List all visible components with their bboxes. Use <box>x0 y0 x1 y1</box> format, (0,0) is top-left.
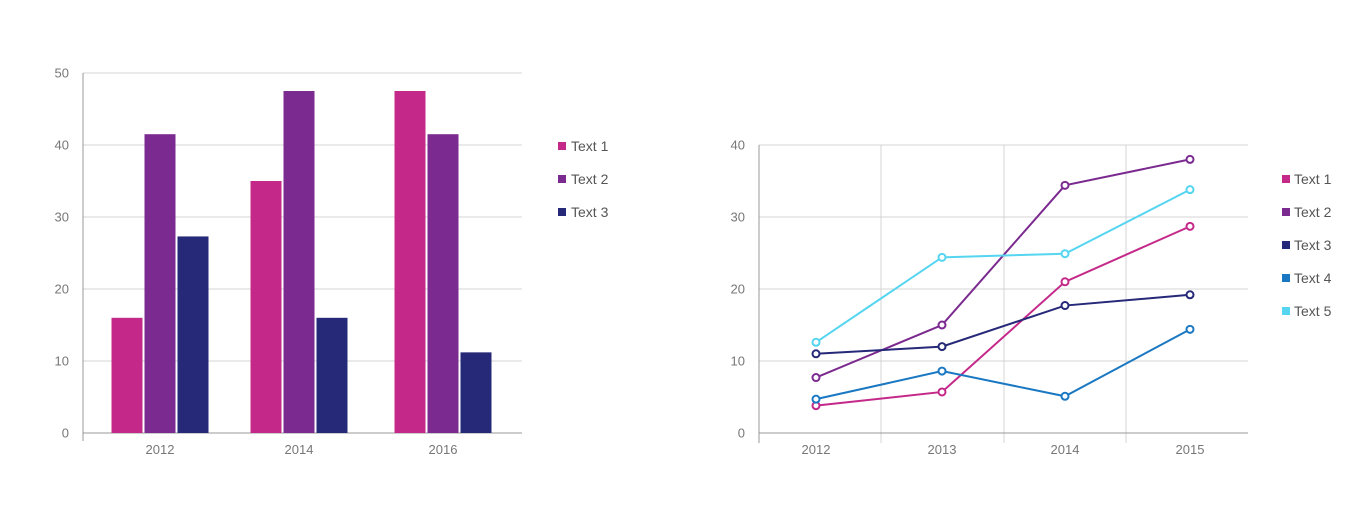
bar <box>250 181 282 433</box>
legend-swatch <box>1282 241 1290 249</box>
line-y-tick-label: 10 <box>731 354 745 369</box>
series-point <box>937 366 947 376</box>
legend-swatch <box>558 175 566 183</box>
legend-swatch <box>1282 175 1290 183</box>
line-y-tick-label: 30 <box>731 210 745 225</box>
series-point <box>1060 277 1070 287</box>
bar-y-tick-label: 20 <box>55 282 69 297</box>
series-line <box>815 188 1191 344</box>
line-y-tick-label: 0 <box>738 426 745 441</box>
bar-y-tick-label: 40 <box>55 138 69 153</box>
series-line <box>815 328 1191 401</box>
bar <box>111 317 143 433</box>
series-point <box>811 394 821 404</box>
line-x-tick-label: 2014 <box>1051 442 1080 457</box>
bar <box>316 317 348 433</box>
series-point <box>1185 221 1195 231</box>
line-x-tick-label: 2015 <box>1176 442 1205 457</box>
series-line <box>815 225 1191 407</box>
bar <box>427 134 459 433</box>
bar <box>144 134 176 433</box>
series-point <box>1185 185 1195 195</box>
legend-label: Text 3 <box>1294 237 1332 253</box>
legend-label: Text 1 <box>571 138 609 154</box>
legend-label: Text 3 <box>571 204 609 220</box>
legend-label: Text 5 <box>1294 303 1332 319</box>
line-y-tick-label: 40 <box>731 138 745 153</box>
legend-label: Text 2 <box>1294 204 1332 220</box>
bar <box>177 236 209 433</box>
line-y-tick-label: 20 <box>731 282 745 297</box>
bar-y-tick-label: 0 <box>62 426 69 441</box>
bar-x-tick-label: 2012 <box>146 442 175 457</box>
series-point <box>1185 324 1195 334</box>
series-line <box>815 158 1191 379</box>
series-point <box>1060 301 1070 311</box>
legend-swatch <box>558 142 566 150</box>
series-point <box>1060 249 1070 259</box>
bar <box>460 352 492 433</box>
bar-y-tick-label: 30 <box>55 210 69 225</box>
series-point <box>811 373 821 383</box>
legend-swatch <box>1282 307 1290 315</box>
series-point <box>811 349 821 359</box>
legend-label: Text 1 <box>1294 171 1332 187</box>
series-point <box>1185 154 1195 164</box>
series-point <box>937 342 947 352</box>
series-point <box>937 252 947 262</box>
series-point <box>811 337 821 347</box>
series-point <box>1060 180 1070 190</box>
line-x-tick-label: 2013 <box>928 442 957 457</box>
bar <box>283 91 315 433</box>
bar <box>394 91 426 433</box>
bar-x-tick-label: 2014 <box>285 442 314 457</box>
line-x-tick-label: 2012 <box>802 442 831 457</box>
legend-swatch <box>1282 208 1290 216</box>
series-point <box>1060 391 1070 401</box>
series-line <box>815 293 1191 355</box>
bar-y-tick-label: 50 <box>55 66 69 81</box>
series-point <box>937 320 947 330</box>
series-point <box>1185 290 1195 300</box>
bar-y-tick-label: 10 <box>55 354 69 369</box>
legend-label: Text 2 <box>571 171 609 187</box>
series-point <box>937 387 947 397</box>
legend-swatch <box>558 208 566 216</box>
legend-label: Text 4 <box>1294 270 1332 286</box>
bar-chart: 0 10 20 30 40 50 2012 2014 2016 Text 1 Text 2 Text … <box>55 66 609 458</box>
line-chart: 0 10 20 30 40 2012 2013 2014 2015 Text 1 Text 2 Tex… <box>731 138 1332 458</box>
bar-x-tick-label: 2016 <box>429 442 458 457</box>
legend-swatch <box>1282 274 1290 282</box>
